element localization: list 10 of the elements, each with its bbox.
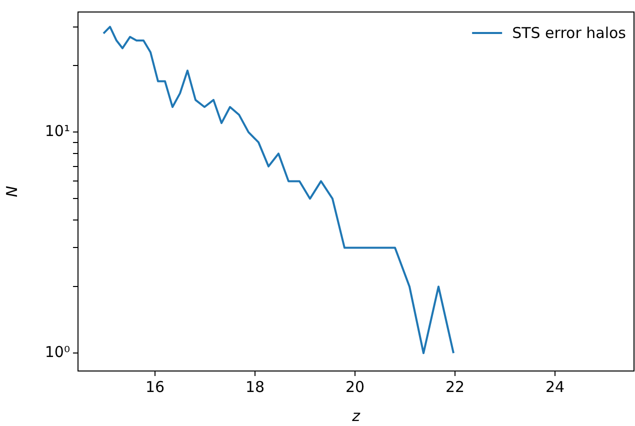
x-tick-label: 20 (345, 378, 365, 396)
x-tick-label: 16 (145, 378, 165, 396)
x-tick-label: 24 (545, 378, 565, 396)
x-axis-title: z (351, 406, 362, 425)
y-tick-label: 10⁰ (44, 343, 70, 362)
y-tick-label: 10¹ (44, 122, 70, 140)
x-tick-label: 22 (445, 378, 465, 396)
y-axis-title: N (2, 186, 21, 198)
legend-label: STS error halos (512, 24, 626, 42)
x-tick-label: 18 (245, 378, 265, 396)
